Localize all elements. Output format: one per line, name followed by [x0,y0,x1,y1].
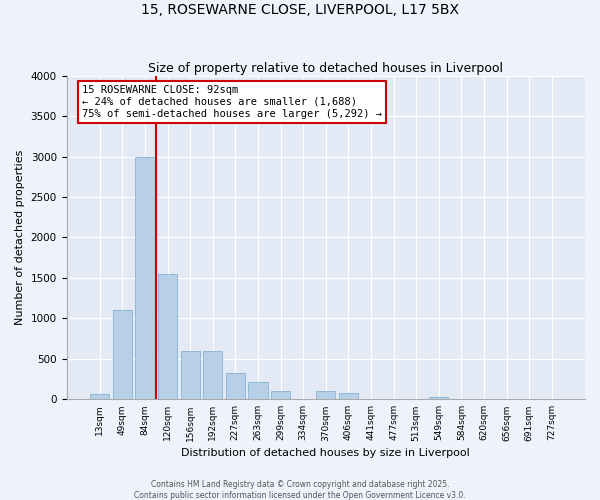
Y-axis label: Number of detached properties: Number of detached properties [15,150,25,325]
Bar [271,391,290,400]
Bar [248,382,268,400]
Bar [226,372,245,400]
Bar [136,156,155,400]
Bar [203,351,223,400]
Title: Size of property relative to detached houses in Liverpool: Size of property relative to detached ho… [148,62,503,74]
Bar [181,351,200,400]
Text: 15, ROSEWARNE CLOSE, LIVERPOOL, L17 5BX: 15, ROSEWARNE CLOSE, LIVERPOOL, L17 5BX [141,2,459,16]
X-axis label: Distribution of detached houses by size in Liverpool: Distribution of detached houses by size … [181,448,470,458]
Bar [429,397,448,400]
Bar [113,310,132,400]
Bar [158,274,177,400]
Text: Contains HM Land Registry data © Crown copyright and database right 2025.
Contai: Contains HM Land Registry data © Crown c… [134,480,466,500]
Bar [339,394,358,400]
Bar [316,391,335,400]
Text: 15 ROSEWARNE CLOSE: 92sqm
← 24% of detached houses are smaller (1,688)
75% of se: 15 ROSEWARNE CLOSE: 92sqm ← 24% of detac… [82,86,382,118]
Bar [90,394,109,400]
